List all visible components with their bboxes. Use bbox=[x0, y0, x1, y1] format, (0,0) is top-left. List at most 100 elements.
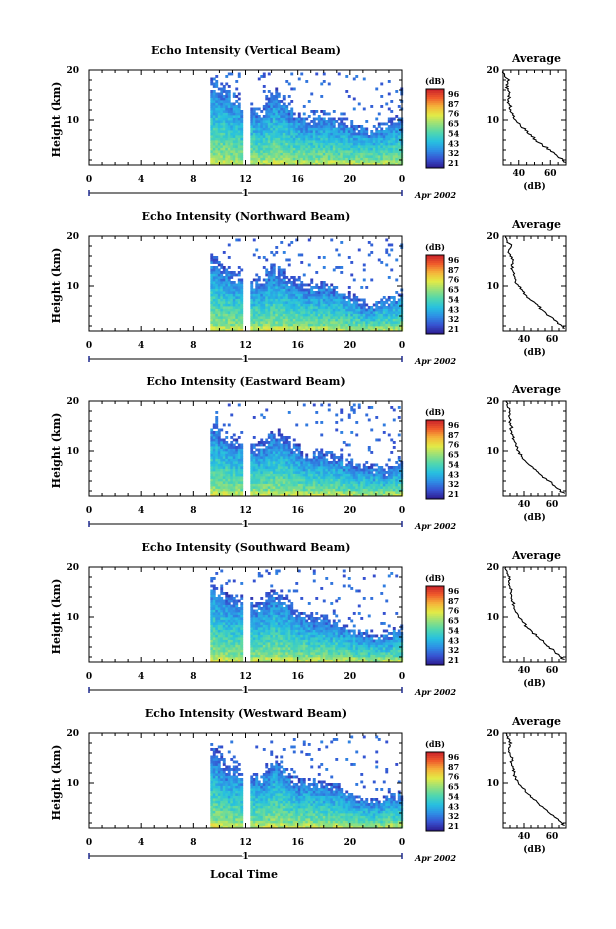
echo-cell bbox=[307, 298, 311, 302]
echo-cell bbox=[310, 486, 314, 489]
echo-cell bbox=[362, 135, 366, 138]
echo-cell bbox=[392, 145, 396, 148]
echo-cell bbox=[337, 293, 341, 297]
echo-cell bbox=[372, 157, 376, 161]
echo-cell bbox=[222, 85, 226, 88]
echo-cell bbox=[315, 311, 319, 314]
echo-cell bbox=[305, 155, 309, 158]
echo-cell bbox=[237, 491, 241, 494]
echo-cell bbox=[370, 150, 374, 153]
echo-cell bbox=[232, 122, 236, 126]
echo-cell bbox=[282, 276, 286, 279]
echo-cell bbox=[262, 155, 266, 158]
echo-cell bbox=[287, 486, 291, 489]
echo-cell bbox=[312, 306, 316, 309]
echo-cell bbox=[320, 127, 324, 131]
echo-cell bbox=[322, 145, 326, 148]
echo-cell bbox=[227, 471, 231, 474]
echo-cell bbox=[260, 120, 264, 123]
echo-cell bbox=[285, 491, 289, 494]
colorbar-segment bbox=[426, 150, 444, 153]
echo-cell bbox=[232, 296, 236, 299]
echo-cell bbox=[210, 80, 214, 83]
echo-cell bbox=[325, 120, 329, 123]
echo-cell bbox=[367, 142, 371, 146]
echo-cell bbox=[260, 463, 264, 467]
echo-cell bbox=[275, 107, 279, 111]
echo-cell bbox=[275, 446, 279, 449]
echo-cell bbox=[220, 488, 224, 492]
echo-cell bbox=[297, 476, 301, 479]
echo-cell bbox=[310, 481, 314, 484]
echo-cell bbox=[310, 286, 314, 289]
echo-cell bbox=[325, 122, 329, 126]
echo-cell bbox=[287, 152, 291, 156]
echo-cell bbox=[320, 301, 324, 304]
echo-cell bbox=[352, 135, 356, 138]
echo-cell bbox=[357, 468, 361, 472]
echo-cell bbox=[230, 308, 234, 312]
echo-cell bbox=[310, 288, 314, 292]
echo-cell bbox=[272, 150, 276, 153]
echo-cell bbox=[280, 296, 284, 299]
echo-cell bbox=[300, 261, 304, 264]
echo-cell bbox=[220, 451, 224, 454]
echo-cell bbox=[355, 147, 359, 151]
echo-cell bbox=[255, 248, 259, 252]
echo-cell bbox=[252, 443, 256, 447]
echo-cell bbox=[397, 157, 401, 161]
echo-cell bbox=[377, 488, 381, 492]
echo-cell bbox=[225, 152, 229, 156]
echo-cell bbox=[292, 451, 296, 454]
echo-cell bbox=[217, 431, 221, 434]
echo-cell bbox=[340, 112, 344, 116]
echo-cell bbox=[327, 476, 331, 479]
echo-cell bbox=[260, 313, 264, 317]
echo-cell bbox=[387, 313, 391, 317]
echo-cell bbox=[315, 283, 319, 287]
echo-cell bbox=[237, 318, 241, 322]
echo-cell bbox=[285, 328, 289, 332]
echo-cell bbox=[330, 308, 334, 312]
echo-cell bbox=[210, 328, 214, 332]
echo-cell bbox=[377, 323, 381, 327]
colorbar-segment bbox=[426, 298, 444, 301]
echo-cell bbox=[287, 308, 291, 312]
echo-cell bbox=[355, 313, 359, 317]
echo-cell bbox=[252, 291, 256, 294]
echo-cell bbox=[215, 481, 219, 484]
echo-cell bbox=[275, 288, 279, 292]
echo-cell bbox=[237, 486, 241, 489]
echo-cell bbox=[215, 281, 219, 284]
echo-cell bbox=[387, 483, 391, 487]
echo-cell bbox=[350, 147, 354, 151]
echo-cell bbox=[302, 125, 306, 128]
echo-cell bbox=[360, 152, 364, 156]
echo-cell bbox=[260, 125, 264, 128]
echo-cell bbox=[355, 316, 359, 319]
echo-cell bbox=[222, 486, 226, 489]
echo-cell bbox=[347, 488, 351, 492]
panel-3: Echo Intensity (Eastward Beam)0 4 8 12 16 20 0… bbox=[50, 375, 567, 532]
echo-cell bbox=[285, 461, 289, 464]
echo-cell bbox=[367, 145, 371, 148]
echo-cell bbox=[327, 488, 331, 492]
echo-cell bbox=[282, 446, 286, 449]
echo-cell bbox=[270, 326, 274, 329]
echo-cell bbox=[272, 448, 276, 452]
echo-cell bbox=[260, 326, 264, 329]
echo-cell bbox=[380, 473, 384, 477]
echo-cell bbox=[300, 478, 304, 482]
echo-cell bbox=[215, 306, 219, 309]
echo-cell bbox=[257, 125, 261, 128]
echo-cell bbox=[212, 423, 216, 427]
echo-cell bbox=[220, 461, 224, 464]
echo-cell bbox=[217, 107, 221, 111]
echo-cell bbox=[265, 271, 269, 274]
echo-cell bbox=[222, 458, 226, 462]
echo-cell bbox=[217, 97, 221, 101]
echo-cell bbox=[262, 142, 266, 146]
echo-cell bbox=[225, 488, 229, 492]
echo-cell bbox=[215, 301, 219, 304]
echo-cell bbox=[235, 466, 239, 469]
